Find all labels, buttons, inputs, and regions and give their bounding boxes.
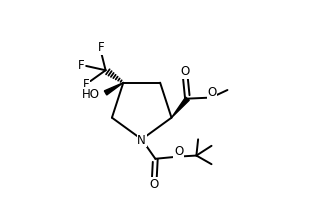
Text: F: F xyxy=(98,41,105,54)
Text: O: O xyxy=(150,178,159,191)
Text: F: F xyxy=(83,78,89,91)
Polygon shape xyxy=(104,83,123,95)
Text: O: O xyxy=(207,86,217,99)
Text: HO: HO xyxy=(82,87,100,100)
Text: O: O xyxy=(174,145,183,158)
Polygon shape xyxy=(171,97,189,118)
Text: O: O xyxy=(181,65,190,78)
Text: F: F xyxy=(78,59,84,72)
Text: N: N xyxy=(137,134,146,147)
